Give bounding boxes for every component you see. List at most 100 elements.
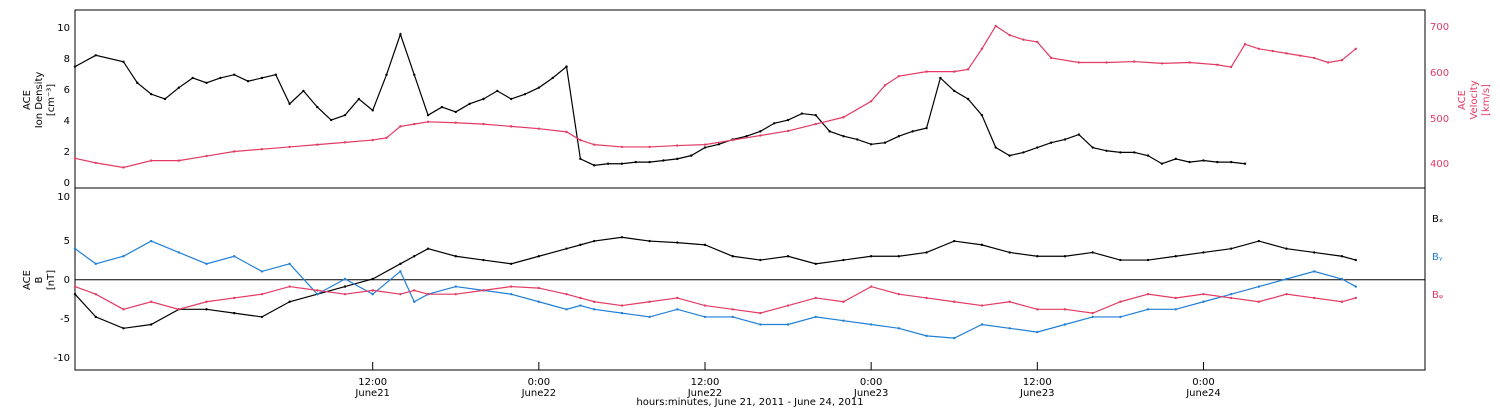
velocity-series-point bbox=[1354, 47, 1357, 50]
bz-series-point bbox=[399, 292, 402, 296]
by-series-point bbox=[1229, 292, 1233, 296]
legend-bx: Bₓ bbox=[1432, 214, 1443, 225]
bfield-tick-label: 5 bbox=[64, 236, 70, 247]
x-tick-time-label: 0:00 bbox=[1192, 377, 1214, 388]
by-series-point bbox=[1340, 277, 1344, 281]
density-series-point bbox=[620, 162, 624, 165]
density-series-point bbox=[1229, 160, 1233, 164]
density-series-point bbox=[316, 105, 319, 109]
by-series-point bbox=[980, 323, 984, 326]
by-series-point bbox=[149, 239, 153, 243]
density-series-point bbox=[593, 164, 596, 167]
x-tick-date-label: June22 bbox=[687, 388, 723, 399]
density-series-point bbox=[496, 89, 499, 93]
bz-series-point bbox=[593, 300, 596, 303]
velocity-series-point bbox=[883, 84, 887, 87]
top-right-axis-label: ACE Velocity [km/s] bbox=[1457, 80, 1492, 119]
bz-series-point bbox=[149, 300, 153, 303]
top-left-axis-label: ACE Ion Density [cm⁻³] bbox=[22, 72, 57, 129]
density-series-point bbox=[842, 135, 845, 138]
density-series-point bbox=[343, 113, 347, 117]
bz-series-point bbox=[1229, 296, 1233, 300]
velocity-series-point bbox=[1299, 54, 1302, 57]
bz-series-point bbox=[1146, 292, 1150, 296]
velocity-series-point bbox=[1313, 56, 1316, 60]
by-series-point bbox=[343, 277, 347, 281]
density-series-point bbox=[925, 126, 928, 130]
bz-series-point bbox=[620, 304, 624, 307]
bx-series-point bbox=[454, 255, 457, 258]
bx-series-point bbox=[897, 255, 901, 258]
velocity-series-point bbox=[1229, 65, 1233, 69]
density-series-point bbox=[1105, 149, 1108, 152]
by-series-point bbox=[316, 292, 319, 296]
density-series-point bbox=[537, 86, 541, 89]
bz-series-point bbox=[1119, 300, 1122, 303]
velocity-series-point bbox=[1077, 61, 1081, 64]
bx-series-point bbox=[1063, 255, 1067, 258]
density-label-line2: Ion Density bbox=[34, 72, 45, 129]
bx-series-point bbox=[1285, 247, 1288, 250]
density-series-point bbox=[260, 76, 264, 80]
by-series-point bbox=[676, 308, 679, 311]
bx-series-point bbox=[565, 247, 568, 250]
bz-series-point bbox=[980, 304, 984, 307]
velocity-series-point bbox=[1271, 49, 1274, 53]
density-series-point bbox=[73, 65, 77, 68]
bx-series-point bbox=[482, 258, 485, 262]
bz-series-point bbox=[454, 292, 457, 296]
bx-series-point bbox=[869, 255, 873, 258]
by-series-point bbox=[925, 334, 928, 338]
by-series-point bbox=[205, 262, 208, 266]
density-series-point bbox=[1243, 162, 1247, 165]
bz-series-point bbox=[1008, 300, 1011, 303]
bfield-tick-label: -10 bbox=[54, 353, 70, 364]
by-series-point bbox=[1202, 300, 1205, 303]
bz-series-point bbox=[316, 289, 319, 292]
bz-series-point bbox=[1091, 311, 1094, 315]
bx-series-point bbox=[1202, 251, 1205, 254]
density-series-point bbox=[1119, 151, 1122, 154]
bx-series-point bbox=[648, 239, 651, 243]
by-series bbox=[74, 240, 1357, 339]
density-series-point bbox=[385, 73, 388, 76]
density-series-point bbox=[302, 89, 305, 93]
bz-series-point bbox=[509, 285, 513, 288]
bfield-label-line2: B bbox=[34, 276, 45, 283]
bx-series-point bbox=[953, 239, 956, 243]
density-series-point bbox=[1133, 151, 1136, 154]
velocity-series-point bbox=[1188, 61, 1191, 64]
density-series-point bbox=[371, 109, 374, 112]
bz-series-point bbox=[343, 292, 347, 296]
density-series-point bbox=[828, 130, 831, 133]
velocity-series-point bbox=[565, 130, 568, 134]
density-series-point bbox=[233, 73, 236, 76]
density-series-point bbox=[911, 130, 914, 133]
density-series-point bbox=[1216, 160, 1219, 164]
top-y-tick-label: 0 bbox=[64, 178, 70, 189]
by-series-point bbox=[648, 315, 651, 319]
bx-series-point bbox=[842, 258, 845, 262]
velocity-series-point bbox=[73, 157, 77, 160]
bx-series-point bbox=[703, 243, 707, 247]
bz-series-point bbox=[759, 311, 762, 315]
by-series-point bbox=[814, 315, 817, 319]
bz-series-point bbox=[676, 296, 679, 300]
velocity-series-point bbox=[426, 120, 430, 124]
by-series-point bbox=[1036, 330, 1039, 334]
bx-series-point bbox=[399, 262, 402, 266]
bx-series-point bbox=[122, 327, 125, 330]
density-series-point bbox=[163, 97, 167, 101]
bx-series-point bbox=[1091, 251, 1094, 254]
density-series-point bbox=[122, 60, 125, 63]
density-series-point bbox=[482, 97, 485, 101]
bx-series-point bbox=[1229, 247, 1233, 250]
density-series-point bbox=[509, 97, 513, 101]
bx-series-point bbox=[288, 300, 291, 303]
density-series-point bbox=[246, 80, 250, 83]
bx-series-point bbox=[343, 285, 347, 288]
by-series-point bbox=[288, 262, 291, 266]
density-series-point bbox=[1146, 154, 1150, 157]
bx-series bbox=[74, 236, 1356, 329]
